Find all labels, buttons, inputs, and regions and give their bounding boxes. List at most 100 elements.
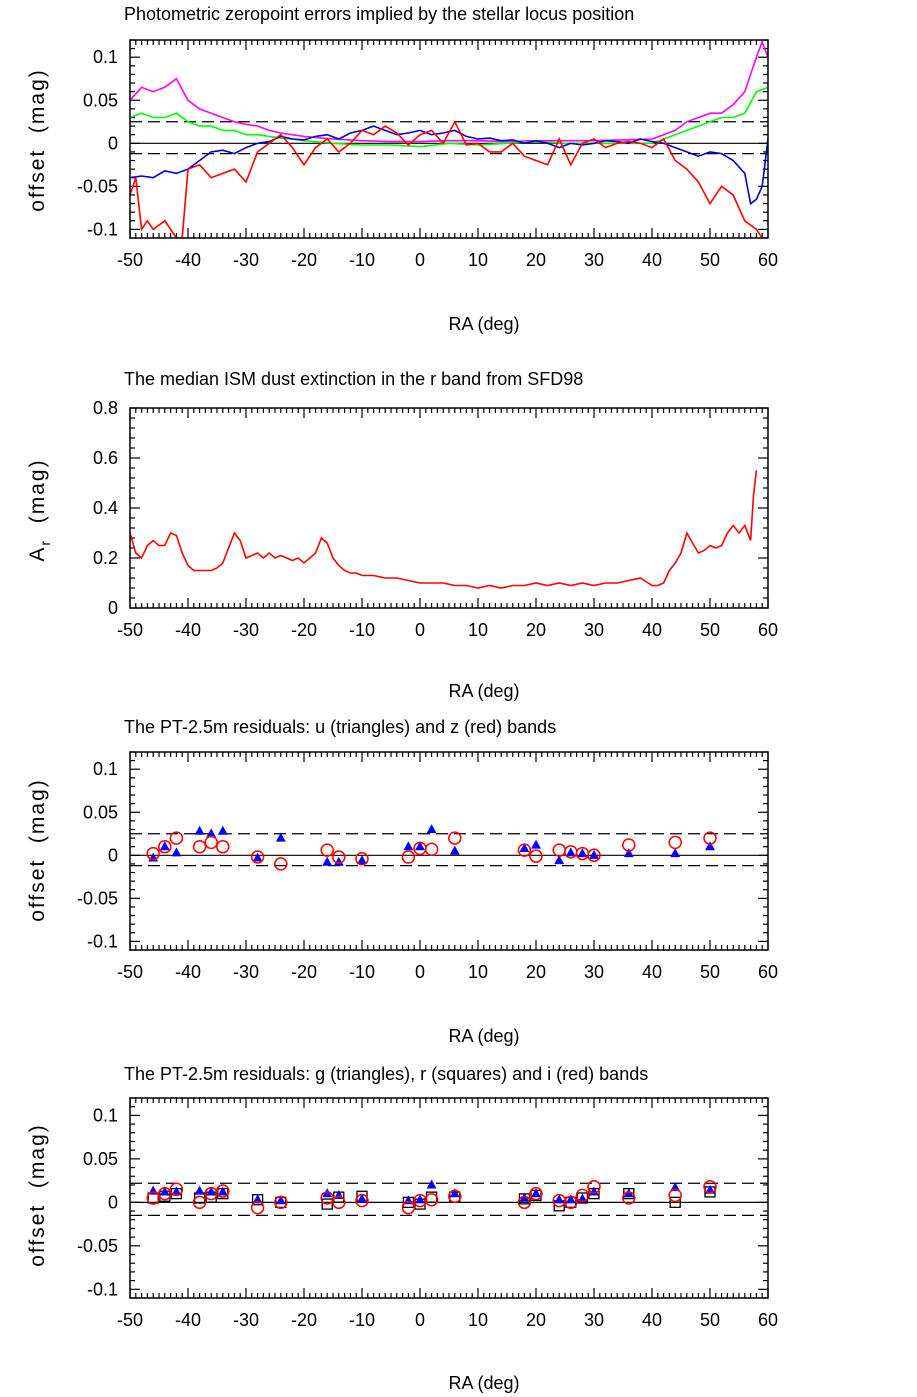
y-tick-label: 0.05 <box>83 1149 118 1169</box>
x-tick-label: -40 <box>175 620 201 640</box>
data-point-circle <box>703 831 717 845</box>
data-layer <box>146 1179 717 1215</box>
x-tick-label: -30 <box>233 620 259 640</box>
plot-frame <box>129 39 769 239</box>
x-tick-label: -20 <box>291 1310 317 1330</box>
data-point-triangle <box>577 848 588 858</box>
data-point-triangle <box>206 828 217 838</box>
data-point-circle <box>192 839 207 854</box>
panel-title: The PT-2.5m residuals: g (triangles), r … <box>124 1064 648 1084</box>
y-tick-label: 0.1 <box>93 759 118 779</box>
x-tick-label: 40 <box>642 250 662 270</box>
data-point-circle <box>668 835 682 850</box>
data-point-triangle <box>333 856 344 866</box>
data-point-circle <box>517 843 532 857</box>
x-tick-label: 20 <box>526 1310 546 1330</box>
data-point-triangle <box>252 1194 263 1204</box>
data-point-circle <box>424 1192 439 1207</box>
data-point-triangle <box>623 848 634 858</box>
x-tick-label: 20 <box>526 620 546 640</box>
series-line <box>130 125 768 206</box>
plot-frame <box>129 407 769 609</box>
x-axis-label: RA (deg) <box>448 1026 519 1046</box>
y-tick-label: -0.1 <box>87 219 118 239</box>
data-point-triangle <box>171 1186 182 1196</box>
y-tick-label: 0 <box>108 845 118 865</box>
data-layer <box>130 40 768 238</box>
panel-title: The median ISM dust extinction in the r … <box>124 369 583 389</box>
y-tick-label: 0 <box>108 133 118 153</box>
data-point-circle <box>575 1188 590 1203</box>
data-point-triangle <box>275 832 286 842</box>
data-point-circle <box>355 851 369 866</box>
data-point-circle <box>564 1195 578 1210</box>
data-point-triangle <box>275 1195 286 1205</box>
x-tick-label: 10 <box>468 620 488 640</box>
data-point-circle <box>622 838 636 852</box>
data-point-circle <box>448 1189 462 1204</box>
x-tick-label: 50 <box>700 962 720 982</box>
data-point-triangle <box>252 852 263 862</box>
x-tick-label: 0 <box>415 962 425 982</box>
x-tick-label: -50 <box>117 620 143 640</box>
x-tick-label: 40 <box>642 1310 662 1330</box>
svg-text:Ar (mag): Ar (mag) <box>26 458 53 561</box>
panel-dust-extinction: The median ISM dust extinction in the r … <box>26 369 778 701</box>
data-point-circle <box>552 843 566 857</box>
data-point-triangle <box>194 825 205 835</box>
data-point-circle <box>517 1195 532 1210</box>
data-point-triangle <box>519 1192 530 1202</box>
x-tick-label: 30 <box>584 962 604 982</box>
y-tick-label: 0.05 <box>83 802 118 822</box>
y-tick-label: 0.6 <box>93 448 118 468</box>
data-point-triangle <box>171 847 182 857</box>
x-tick-label: 50 <box>700 250 720 270</box>
y-tick-label: 0.8 <box>93 398 118 418</box>
y-tick-label: -0.05 <box>77 176 118 196</box>
data-point-triangle <box>589 1186 599 1196</box>
x-tick-label: 60 <box>758 962 778 982</box>
data-point-triangle <box>623 1188 634 1198</box>
x-tick-label: 60 <box>758 620 778 640</box>
data-point-circle <box>169 831 184 845</box>
x-tick-label: 20 <box>526 250 546 270</box>
y-tick-label: -0.05 <box>77 1236 118 1256</box>
series-line <box>130 120 768 238</box>
x-tick-label: 0 <box>415 620 425 640</box>
data-point-circle <box>250 1200 265 1215</box>
y-tick-label: -0.1 <box>87 931 118 951</box>
data-point-circle <box>192 1195 207 1210</box>
x-tick-label: 30 <box>584 620 604 640</box>
x-axis-label: RA (deg) <box>448 681 519 701</box>
data-point-circle <box>216 839 230 854</box>
data-point-triangle <box>357 1193 367 1203</box>
y-tick-label: 0.2 <box>93 548 118 568</box>
data-layer <box>130 470 758 589</box>
data-point-triangle <box>322 1188 333 1198</box>
x-tick-label: -40 <box>175 1310 201 1330</box>
data-point-circle <box>169 1182 184 1197</box>
x-tick-label: -30 <box>233 962 259 982</box>
panel-title: The PT-2.5m residuals: u (triangles) and… <box>124 717 556 737</box>
data-point-circle <box>401 1200 416 1215</box>
data-point-triangle <box>670 848 681 858</box>
y-tick-label: 0.1 <box>93 47 118 67</box>
svg-text:offset (mag): offset (mag) <box>26 1123 49 1267</box>
x-tick-label: 40 <box>642 620 662 640</box>
data-point-triangle <box>415 841 425 851</box>
data-point-triangle <box>531 1188 541 1198</box>
data-point-triangle <box>519 843 530 853</box>
x-tick-label: -50 <box>117 962 143 982</box>
data-point-triangle <box>554 855 565 865</box>
x-tick-label: -10 <box>349 1310 375 1330</box>
plot-frame <box>129 751 769 951</box>
data-point-triangle <box>415 1194 425 1204</box>
x-tick-label: 60 <box>758 1310 778 1330</box>
data-point-triangle <box>159 1186 170 1196</box>
svg-text:offset (mag): offset (mag) <box>26 68 49 212</box>
x-tick-label: 0 <box>415 250 425 270</box>
data-point-circle <box>668 1188 682 1203</box>
y-axis-label: Ar (mag) <box>26 458 53 561</box>
x-tick-label: 30 <box>584 1310 604 1330</box>
x-tick-label: 50 <box>700 1310 720 1330</box>
